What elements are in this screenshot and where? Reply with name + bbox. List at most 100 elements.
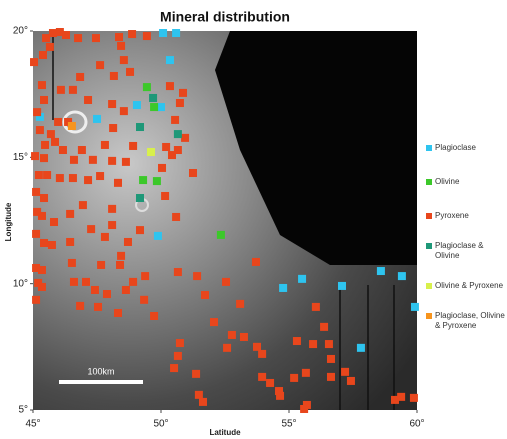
data-point [41, 141, 49, 149]
data-point [96, 172, 104, 180]
data-point [126, 68, 134, 76]
data-point [69, 86, 77, 94]
data-point [166, 82, 174, 90]
data-point [122, 158, 130, 166]
data-point [84, 176, 92, 184]
scale-bar [59, 380, 143, 384]
data-point [193, 272, 201, 280]
data-point [174, 130, 182, 138]
data-point [59, 146, 67, 154]
data-point [96, 61, 104, 69]
data-point [87, 225, 95, 233]
data-point [222, 278, 230, 286]
data-point [39, 51, 47, 59]
data-point [181, 134, 189, 142]
data-point [252, 258, 260, 266]
data-point [397, 393, 405, 401]
data-point [293, 337, 301, 345]
data-point [76, 302, 84, 310]
legend: PlagioclaseOlivinePyroxenePlagioclase & … [426, 143, 506, 331]
data-point [189, 169, 197, 177]
data-point [30, 58, 38, 66]
legend-swatch [426, 243, 432, 249]
data-point [201, 291, 209, 299]
data-point [114, 309, 122, 317]
data-point [97, 261, 105, 269]
data-point [176, 99, 184, 107]
data-point [320, 323, 328, 331]
data-point [115, 33, 123, 41]
chart-title: Mineral distribution [160, 9, 290, 25]
data-point [108, 205, 116, 213]
data-point [38, 266, 46, 274]
data-point [398, 272, 406, 280]
legend-label: Plagioclase & Olivine [435, 241, 506, 261]
data-point [116, 261, 124, 269]
data-point [62, 31, 70, 39]
data-point [171, 116, 179, 124]
data-point [136, 123, 144, 131]
data-point [143, 83, 151, 91]
data-point [325, 340, 333, 348]
data-point [70, 156, 78, 164]
data-point [129, 142, 137, 150]
data-point [57, 86, 65, 94]
data-point [303, 401, 311, 409]
y-tick-label: 20° [13, 26, 28, 37]
data-point [36, 126, 44, 134]
data-point [217, 231, 225, 239]
data-point [94, 303, 102, 311]
legend-item: Plagioclase [426, 143, 506, 153]
data-point [136, 226, 144, 234]
x-tick-label: 50° [153, 419, 168, 430]
data-point [312, 303, 320, 311]
data-point [43, 171, 51, 179]
data-point [42, 34, 50, 42]
data-point [66, 210, 74, 218]
data-point [150, 103, 158, 111]
data-point [141, 272, 149, 280]
legend-label: Pyroxene [435, 211, 506, 221]
data-point [176, 339, 184, 347]
data-point [377, 267, 385, 275]
data-point [236, 300, 244, 308]
legend-item: Plagioclase, Olivine & Pyroxene [426, 311, 506, 331]
legend-item: Plagioclase & Olivine [426, 241, 506, 261]
legend-label: Plagioclase [435, 143, 506, 153]
data-point [50, 218, 58, 226]
data-point [103, 290, 111, 298]
data-point [228, 331, 236, 339]
data-point [120, 107, 128, 115]
data-point [40, 154, 48, 162]
data-point [347, 377, 355, 385]
data-point [199, 398, 207, 406]
data-point [240, 333, 248, 341]
data-point [35, 171, 43, 179]
data-point [166, 56, 174, 64]
data-point [153, 177, 161, 185]
data-point [411, 303, 419, 311]
data-point [179, 89, 187, 97]
data-point [79, 201, 87, 209]
data-point [38, 283, 46, 291]
x-tick-label: 55° [281, 419, 296, 430]
data-point [298, 275, 306, 283]
data-point [327, 355, 335, 363]
data-point [69, 174, 77, 182]
data-point [133, 101, 141, 109]
data-point [290, 374, 298, 382]
data-point [40, 96, 48, 104]
data-point [108, 100, 116, 108]
data-point [149, 94, 157, 102]
legend-swatch [426, 283, 432, 289]
data-point [195, 391, 203, 399]
data-point [109, 124, 117, 132]
data-point [302, 369, 310, 377]
x-axis-label: Latitude [209, 428, 241, 437]
legend-label: Plagioclase, Olivine & Pyroxene [435, 311, 506, 331]
data-point [338, 282, 346, 290]
legend-item: Pyroxene [426, 211, 506, 221]
data-point [341, 368, 349, 376]
data-point [172, 213, 180, 221]
x-tick-label: 60° [409, 419, 424, 430]
